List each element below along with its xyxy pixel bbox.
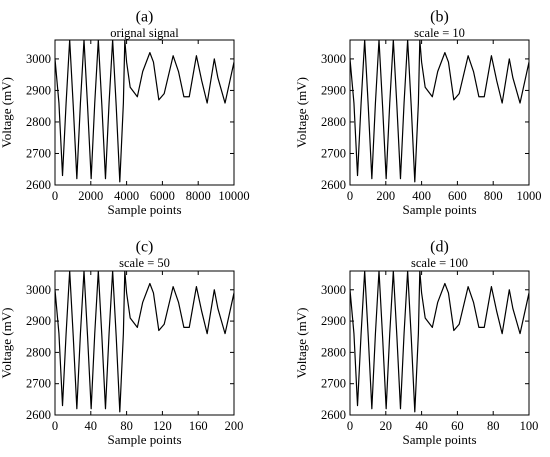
- y-tick-label: 2700: [26, 377, 51, 391]
- y-tick-label: 2800: [321, 345, 346, 359]
- x-tick-label: 1000: [517, 189, 542, 203]
- y-tick-label: 2800: [26, 345, 51, 359]
- y-tick-label: 3000: [321, 283, 346, 297]
- chart-panel: (b)scale = 10 0 200 400 600 800 1000 2600 2700 28…: [294, 9, 542, 217]
- y-tick-label: 2600: [26, 408, 51, 422]
- y-tick-label: 2700: [321, 377, 346, 391]
- chart-panel: (d)scale = 100 0 20 40 60 80 100 2600 2700 2800 29…: [294, 239, 538, 447]
- x-tick-label: 6000: [150, 189, 175, 203]
- x-tick-label: 0: [52, 419, 58, 433]
- x-tick-label: 100: [520, 419, 539, 433]
- plot-frame: [54, 270, 235, 416]
- x-axis-label: Sample points: [107, 202, 181, 217]
- y-tick-label: 2800: [321, 115, 346, 129]
- x-tick-label: 2000: [78, 189, 103, 203]
- x-tick-label: 800: [484, 189, 503, 203]
- x-axis-label: Sample points: [402, 432, 476, 447]
- x-tick-label: 8000: [186, 189, 211, 203]
- x-tick-label: 60: [451, 419, 464, 433]
- y-tick-label: 3000: [321, 52, 346, 66]
- panel-letter: (c): [136, 239, 154, 256]
- x-axis-label: Sample points: [402, 202, 476, 217]
- y-tick-label: 2600: [321, 408, 346, 422]
- x-tick-label: 0: [347, 419, 353, 433]
- plot-frame: [349, 270, 530, 416]
- y-axis-label: Voltage (mV): [294, 77, 309, 148]
- chart-title: scale = 10: [414, 26, 465, 40]
- x-tick-label: 40: [415, 419, 428, 433]
- y-axis-label: Voltage (mV): [294, 308, 309, 379]
- x-tick-label: 0: [52, 189, 58, 203]
- x-axis-label: Sample points: [107, 432, 181, 447]
- chart-panel: (c)scale = 50 0 40 80 120 160 200 2600 2700 2800 2…: [0, 239, 243, 447]
- chart-title: orignal signal: [110, 26, 179, 40]
- plot-frame: [349, 39, 530, 186]
- y-tick-label: 2700: [26, 146, 51, 160]
- y-tick-label: 2900: [26, 83, 51, 97]
- series-line: [350, 271, 529, 413]
- series-line: [55, 271, 234, 413]
- y-tick-label: 2800: [26, 115, 51, 129]
- y-tick-label: 2700: [321, 146, 346, 160]
- series-line: [55, 40, 234, 183]
- chart-panel: (a)orignal signal 0 2000 4000 6000 8000 10000 2…: [0, 9, 250, 217]
- plot-frame: [54, 39, 235, 186]
- y-axis-label: Voltage (mV): [0, 308, 14, 379]
- x-tick-label: 600: [448, 189, 467, 203]
- y-tick-label: 2600: [26, 178, 51, 192]
- series-line: [350, 40, 529, 183]
- y-tick-label: 2900: [321, 314, 346, 328]
- y-tick-label: 3000: [26, 52, 51, 66]
- x-tick-label: 80: [120, 419, 133, 433]
- x-tick-label: 10000: [218, 189, 249, 203]
- y-axis-label: Voltage (mV): [0, 77, 14, 148]
- x-tick-label: 200: [376, 189, 395, 203]
- x-tick-label: 200: [225, 419, 244, 433]
- x-tick-label: 0: [347, 189, 353, 203]
- x-tick-label: 160: [189, 419, 208, 433]
- panel-letter: (a): [136, 9, 154, 26]
- y-tick-label: 3000: [26, 283, 51, 297]
- x-tick-label: 80: [487, 419, 500, 433]
- chart-title: scale = 50: [119, 256, 170, 270]
- y-tick-label: 2900: [321, 83, 346, 97]
- panel-letter: (d): [430, 239, 449, 256]
- x-tick-label: 40: [85, 419, 98, 433]
- y-tick-label: 2900: [26, 314, 51, 328]
- panel-letter: (b): [430, 9, 449, 26]
- x-tick-label: 120: [153, 419, 172, 433]
- y-tick-label: 2600: [321, 178, 346, 192]
- chart-title: scale = 100: [411, 256, 468, 270]
- x-tick-label: 20: [380, 419, 393, 433]
- x-tick-label: 400: [412, 189, 431, 203]
- x-tick-label: 4000: [114, 189, 139, 203]
